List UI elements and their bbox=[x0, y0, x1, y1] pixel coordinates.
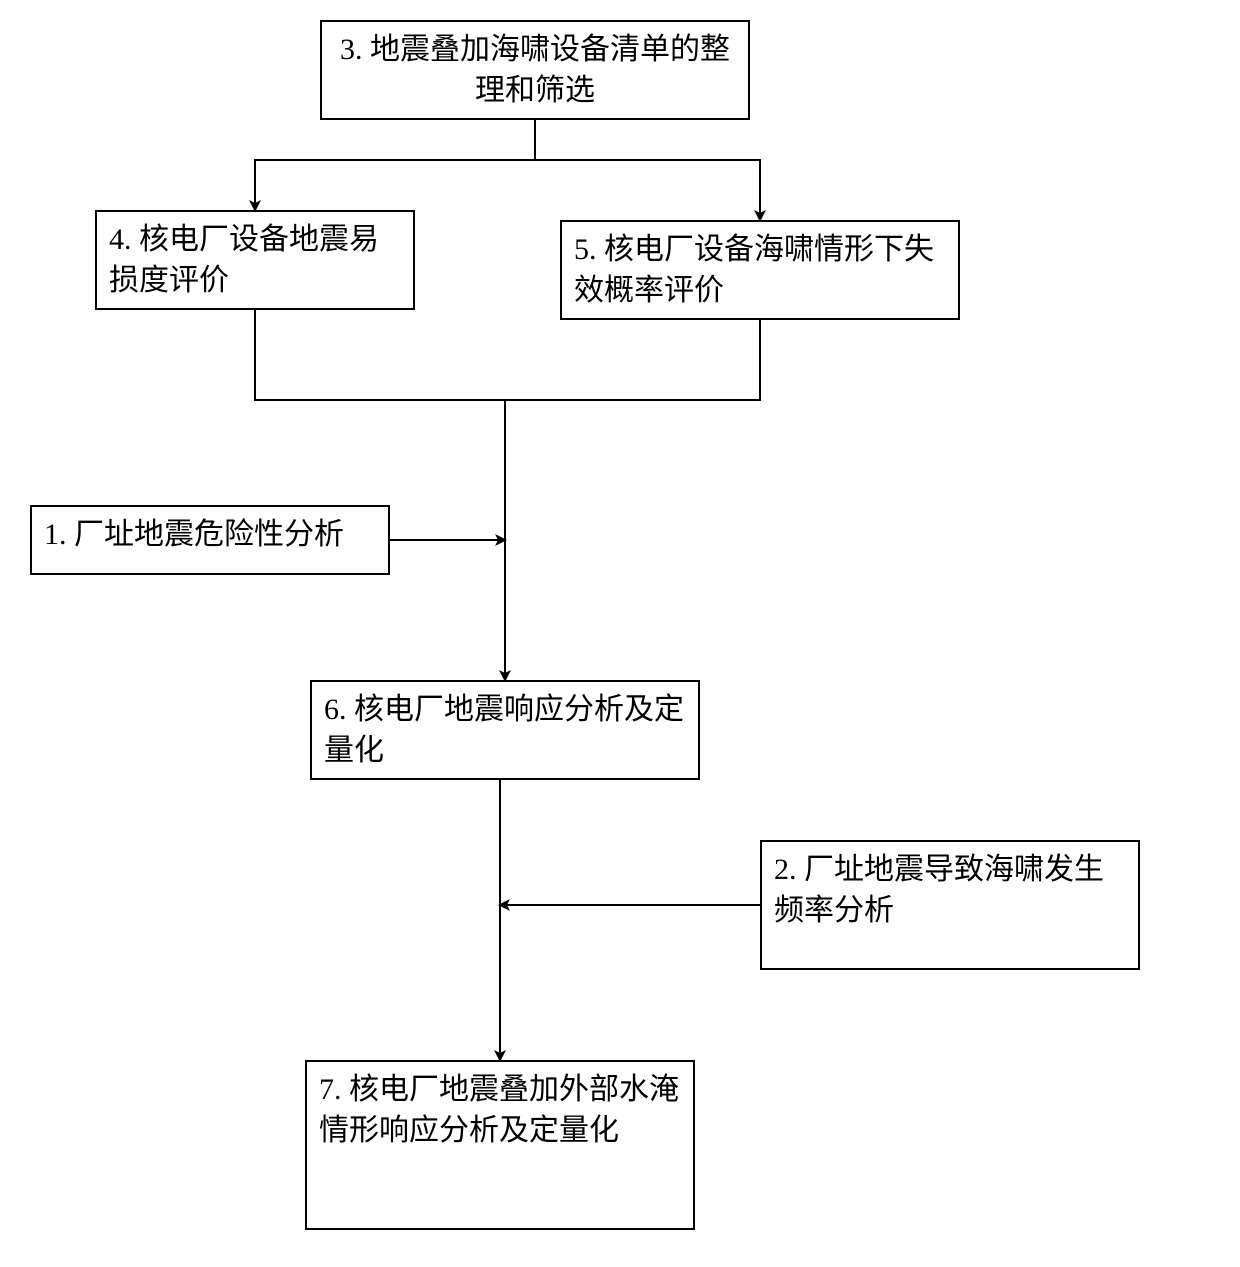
node-5-tsunami-failure: 5. 核电厂设备海啸情形下失效概率评价 bbox=[560, 220, 960, 320]
node-label: 3. 地震叠加海啸设备清单的整理和筛选 bbox=[340, 33, 730, 107]
node-label: 2. 厂址地震导致海啸发生频率分析 bbox=[774, 853, 1104, 927]
node-label: 4. 核电厂设备地震易损度评价 bbox=[109, 223, 379, 297]
node-6-seismic-response: 6. 核电厂地震响应分析及定量化 bbox=[310, 680, 700, 780]
node-2-tsunami-frequency: 2. 厂址地震导致海啸发生频率分析 bbox=[760, 840, 1140, 970]
node-3-equipment-list: 3. 地震叠加海啸设备清单的整理和筛选 bbox=[320, 20, 750, 120]
node-1-site-seismic-hazard: 1. 厂址地震危险性分析 bbox=[30, 505, 390, 575]
node-4-seismic-fragility: 4. 核电厂设备地震易损度评价 bbox=[95, 210, 415, 310]
node-label: 7. 核电厂地震叠加外部水淹情形响应分析及定量化 bbox=[319, 1073, 679, 1147]
node-7-combined-response: 7. 核电厂地震叠加外部水淹情形响应分析及定量化 bbox=[305, 1060, 695, 1230]
node-label: 5. 核电厂设备海啸情形下失效概率评价 bbox=[574, 233, 934, 307]
node-label: 6. 核电厂地震响应分析及定量化 bbox=[324, 693, 684, 767]
node-label: 1. 厂址地震危险性分析 bbox=[44, 518, 344, 551]
